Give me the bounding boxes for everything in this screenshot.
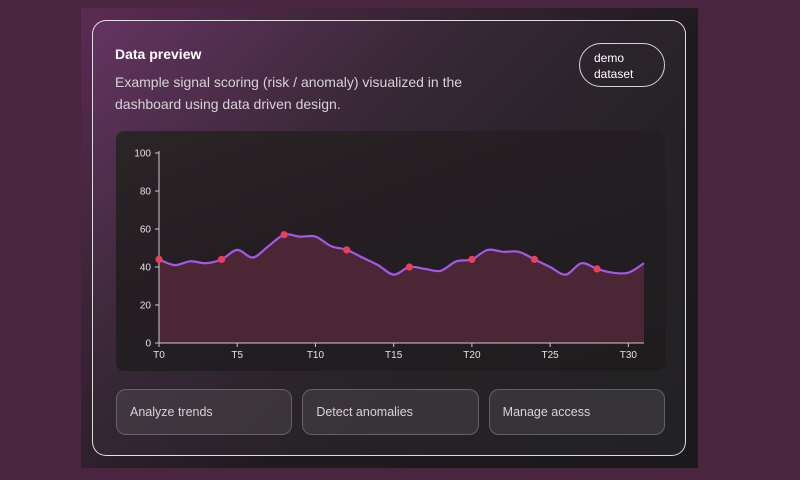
data-point-marker [530,255,539,263]
manage-access-button[interactable]: Manage access [488,389,665,435]
demo-dataset-badge: demo dataset [579,43,665,87]
y-tick-label: 0 [145,339,151,350]
signal-chart: 0 20 40 60 80 100 T0 T5 T10 T15 T20 T25 T30 [134,149,645,361]
data-point-marker [217,255,226,263]
y-tick-label: 80 [140,187,152,198]
series-line [158,233,645,276]
x-tick-label: T20 [463,350,481,361]
x-tick-label: T0 [153,350,165,361]
data-point-marker [468,255,476,263]
data-point-marker [343,246,351,254]
y-tick-label: 100 [134,149,151,160]
chart-panel: 0 20 40 60 80 100 T0 T5 T10 T15 T20 T25 T30 [116,131,665,371]
y-tick-label: 60 [140,225,152,236]
x-tick-label: T30 [620,350,638,361]
detect-anomalies-button[interactable]: Detect anomalies [302,389,479,435]
y-tick-label: 40 [140,263,152,274]
y-tick-label: 20 [140,301,152,312]
x-tick-label: T25 [542,350,560,361]
data-point-marker [405,263,413,271]
data-point-marker [155,255,163,263]
x-tick-label: T15 [385,350,403,361]
card-title: Data preview [115,46,202,62]
action-row: Analyze trends Detect anomalies Manage a… [116,389,665,435]
card-subtitle: Example signal scoring (risk / anomaly) … [115,74,463,112]
data-point-marker [280,231,288,239]
data-preview-card: Data preview Example signal scoring (ris… [92,20,686,456]
x-tick-label: T10 [307,350,325,361]
series-area [159,234,644,343]
analyze-trends-button[interactable]: Analyze trends [116,389,293,435]
data-point-marker [593,265,601,273]
badge-line-2: dataset [594,67,634,81]
x-tick-label: T5 [231,350,243,361]
badge-line-1: demo [594,51,625,65]
